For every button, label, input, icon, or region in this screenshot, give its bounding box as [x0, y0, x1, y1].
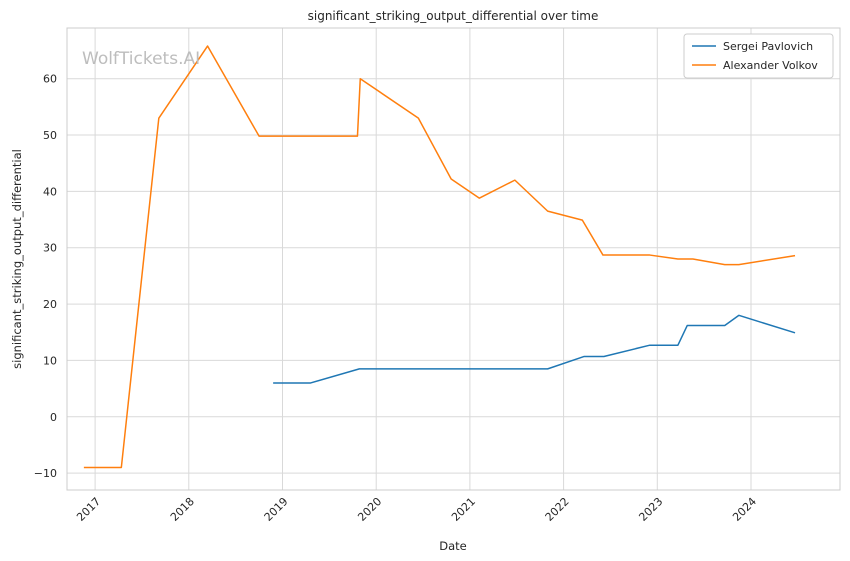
legend-label-alexander-volkov: Alexander Volkov	[723, 59, 818, 72]
chart-title: significant_striking_output_differential…	[308, 9, 599, 23]
legend-box	[683, 33, 834, 79]
x-tick-label: 2021	[449, 495, 478, 524]
x-tick-label: 2020	[355, 495, 384, 524]
y-tick-label: 0	[50, 411, 57, 424]
x-axis-label: Date	[439, 539, 467, 553]
y-tick-label: −10	[34, 467, 57, 480]
series-line-alexander-volkov	[83, 45, 796, 469]
y-axis-label: significant_striking_output_differential	[10, 149, 24, 369]
x-tick-label: 2023	[636, 495, 665, 524]
x-tick-label: 2017	[74, 495, 103, 524]
series-line-sergei-pavlovich	[273, 314, 796, 384]
legend: Sergei Pavlovich Alexander Volkov	[683, 33, 834, 79]
x-tick-label: 2024	[730, 495, 759, 524]
y-tick-label: 50	[43, 129, 57, 142]
y-tick-label: 10	[43, 354, 57, 367]
plot-frame	[66, 27, 841, 491]
x-tick-label: 2022	[543, 495, 572, 524]
x-tick-label: 2018	[168, 495, 197, 524]
series-lines	[83, 45, 796, 469]
y-tick-label: 20	[43, 298, 57, 311]
y-tick-label: 60	[43, 73, 57, 86]
y-tick-labels: −10 0 10 20 30 40 50 60	[34, 73, 57, 480]
y-tick-label: 30	[43, 242, 57, 255]
plot-background	[67, 28, 840, 490]
grid-lines	[67, 28, 840, 490]
x-tick-labels: 2017 2018 2019 2020 2021 2022 2023 2024	[74, 495, 759, 524]
y-tick-label: 40	[43, 185, 57, 198]
watermark-text: WolfTickets.AI	[82, 49, 200, 69]
x-tick-label: 2019	[262, 495, 291, 524]
legend-label-sergei-pavlovich: Sergei Pavlovich	[723, 40, 813, 53]
